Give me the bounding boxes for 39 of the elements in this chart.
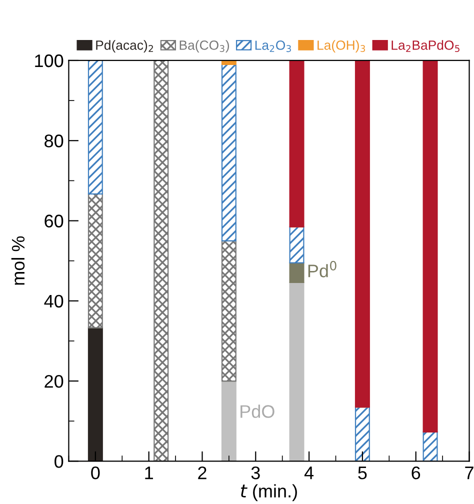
- bar: [422, 431, 438, 462]
- x-tick-label: 1: [145, 466, 153, 480]
- x-tick-label: 3: [251, 466, 260, 480]
- y-tick-label: 80: [44, 134, 64, 148]
- x-tick-label: 0: [91, 466, 100, 480]
- bar: [88, 60, 103, 194]
- legend-label: La(OH)$_{3}$: [318, 40, 366, 52]
- y-tick-label: 100: [35, 54, 64, 68]
- annotation: Pd$^{0}$: [308, 260, 336, 278]
- bar: [221, 64, 236, 242]
- bar: [221, 380, 236, 462]
- legend-label: Ba(CO$_{3}$): [180, 40, 230, 52]
- bar: [221, 60, 236, 66]
- bar: [289, 282, 304, 462]
- bar: [289, 262, 304, 284]
- y-tick-label: 40: [44, 294, 64, 308]
- bar: [354, 406, 370, 462]
- bar: [422, 60, 438, 432]
- y-tick-label: 0: [54, 455, 64, 468]
- annotation: PdO: [240, 404, 274, 418]
- x-tick-label: 5: [358, 466, 367, 480]
- bar: [88, 327, 103, 462]
- legend-label: La$_{2}$O$_{3}$: [255, 40, 291, 52]
- x-tick-label: 6: [412, 466, 420, 480]
- bar: [289, 226, 304, 264]
- bar: [289, 60, 304, 228]
- x-tick-label: 4: [304, 466, 314, 480]
- x-axis-title: t (min.): [240, 484, 297, 502]
- x-tick-label: 2: [198, 466, 206, 480]
- bar: [88, 193, 103, 328]
- bar: [154, 60, 169, 462]
- y-tick-label: 20: [44, 374, 64, 388]
- bar: [354, 60, 370, 408]
- bar: [221, 240, 236, 382]
- y-tick-label: 60: [44, 214, 64, 228]
- y-axis-title: mol %: [11, 236, 25, 285]
- legend-label: La$_{2}$BaPdO$_{5}$: [392, 40, 460, 52]
- x-tick-label: 7: [465, 466, 474, 480]
- legend-label: Pd(acac)$_{2}$: [96, 40, 153, 52]
